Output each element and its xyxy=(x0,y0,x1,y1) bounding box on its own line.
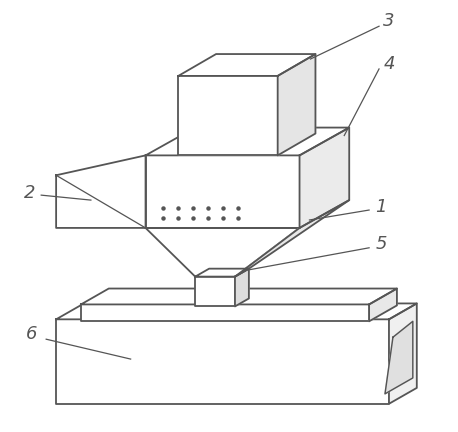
Polygon shape xyxy=(178,54,316,76)
Text: 1: 1 xyxy=(375,198,387,216)
Text: 2: 2 xyxy=(23,184,35,202)
Polygon shape xyxy=(195,269,249,276)
Polygon shape xyxy=(146,127,349,156)
Polygon shape xyxy=(56,303,417,319)
Polygon shape xyxy=(300,127,349,228)
Polygon shape xyxy=(81,289,397,305)
Text: 3: 3 xyxy=(383,12,395,30)
Polygon shape xyxy=(235,269,249,306)
Polygon shape xyxy=(146,156,300,228)
Polygon shape xyxy=(56,156,146,228)
Text: 5: 5 xyxy=(375,235,387,253)
Polygon shape xyxy=(195,276,235,306)
Polygon shape xyxy=(178,76,278,156)
Polygon shape xyxy=(385,321,413,394)
Text: 4: 4 xyxy=(383,55,395,73)
Polygon shape xyxy=(369,289,397,321)
Polygon shape xyxy=(56,319,389,404)
Polygon shape xyxy=(235,200,349,276)
Polygon shape xyxy=(278,54,316,156)
Polygon shape xyxy=(389,303,417,404)
Polygon shape xyxy=(81,305,369,321)
Polygon shape xyxy=(146,228,300,276)
Text: 6: 6 xyxy=(26,325,37,343)
